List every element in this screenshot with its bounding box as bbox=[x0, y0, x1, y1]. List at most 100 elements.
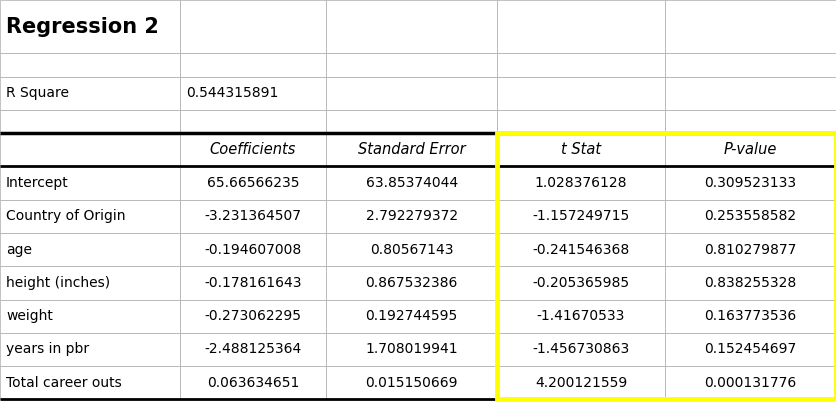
Bar bbox=[0, 366, 180, 399]
Bar bbox=[180, 110, 326, 133]
Text: height (inches): height (inches) bbox=[6, 276, 110, 290]
Bar bbox=[326, 300, 497, 333]
Bar bbox=[497, 110, 665, 133]
Text: 65.66566235: 65.66566235 bbox=[206, 176, 299, 190]
Bar bbox=[497, 200, 665, 233]
Bar bbox=[326, 133, 497, 166]
Bar bbox=[497, 53, 665, 77]
Text: -1.456730863: -1.456730863 bbox=[533, 342, 630, 357]
Bar bbox=[665, 53, 836, 77]
Text: 1.708019941: 1.708019941 bbox=[365, 342, 458, 357]
Bar bbox=[665, 200, 836, 233]
Text: weight: weight bbox=[6, 309, 53, 323]
Text: 1.028376128: 1.028376128 bbox=[535, 176, 627, 190]
Bar bbox=[0, 200, 180, 233]
Text: 0.838255328: 0.838255328 bbox=[704, 276, 797, 290]
Bar bbox=[665, 133, 836, 166]
Bar bbox=[180, 133, 326, 166]
Bar bbox=[0, 266, 180, 300]
Bar bbox=[0, 110, 180, 133]
Text: -0.273062295: -0.273062295 bbox=[204, 309, 302, 323]
Bar bbox=[326, 200, 497, 233]
Text: R Square: R Square bbox=[6, 86, 69, 100]
Bar bbox=[665, 166, 836, 200]
Text: Standard Error: Standard Error bbox=[358, 142, 466, 157]
Bar bbox=[497, 133, 836, 399]
Text: age: age bbox=[6, 243, 32, 257]
Text: 2.792279372: 2.792279372 bbox=[365, 209, 458, 223]
Text: t Stat: t Stat bbox=[561, 142, 601, 157]
Bar bbox=[665, 233, 836, 266]
Text: 63.85374044: 63.85374044 bbox=[365, 176, 458, 190]
Bar bbox=[326, 110, 497, 133]
Text: 0.000131776: 0.000131776 bbox=[704, 376, 797, 390]
Text: 0.192744595: 0.192744595 bbox=[365, 309, 458, 323]
Text: years in pbr: years in pbr bbox=[6, 342, 89, 357]
Bar bbox=[665, 110, 836, 133]
Bar bbox=[326, 333, 497, 366]
Text: 0.152454697: 0.152454697 bbox=[704, 342, 797, 357]
Bar bbox=[180, 0, 326, 53]
Text: 0.063634651: 0.063634651 bbox=[206, 376, 299, 390]
Bar bbox=[180, 300, 326, 333]
Bar bbox=[326, 0, 497, 53]
Bar bbox=[0, 166, 180, 200]
Bar bbox=[326, 77, 497, 110]
Text: -0.205365985: -0.205365985 bbox=[533, 276, 630, 290]
Bar bbox=[0, 53, 180, 77]
Text: P-value: P-value bbox=[724, 142, 777, 157]
Bar bbox=[665, 300, 836, 333]
Bar bbox=[497, 0, 665, 53]
Text: -0.194607008: -0.194607008 bbox=[204, 243, 302, 257]
Bar bbox=[665, 366, 836, 399]
Text: 0.80567143: 0.80567143 bbox=[370, 243, 453, 257]
Bar bbox=[180, 53, 326, 77]
Bar bbox=[497, 166, 665, 200]
Bar bbox=[0, 333, 180, 366]
Bar bbox=[665, 77, 836, 110]
Text: Regression 2: Regression 2 bbox=[6, 17, 159, 37]
Bar bbox=[0, 300, 180, 333]
Bar bbox=[497, 233, 665, 266]
Bar bbox=[497, 77, 665, 110]
Bar bbox=[497, 366, 665, 399]
Text: Intercept: Intercept bbox=[6, 176, 69, 190]
Bar bbox=[0, 0, 180, 53]
Bar bbox=[180, 77, 326, 110]
Bar bbox=[665, 266, 836, 300]
Bar bbox=[180, 166, 326, 200]
Bar bbox=[180, 366, 326, 399]
Text: 0.253558582: 0.253558582 bbox=[704, 209, 797, 223]
Bar bbox=[0, 233, 180, 266]
Bar bbox=[326, 233, 497, 266]
Bar bbox=[497, 133, 665, 166]
Bar bbox=[326, 266, 497, 300]
Text: -2.488125364: -2.488125364 bbox=[204, 342, 302, 357]
Text: Total career outs: Total career outs bbox=[6, 376, 122, 390]
Bar bbox=[180, 233, 326, 266]
Text: 4.200121559: 4.200121559 bbox=[535, 376, 627, 390]
Bar bbox=[665, 333, 836, 366]
Bar bbox=[497, 266, 665, 300]
Bar bbox=[180, 333, 326, 366]
Text: -1.41670533: -1.41670533 bbox=[537, 309, 625, 323]
Text: -3.231364507: -3.231364507 bbox=[204, 209, 302, 223]
Bar bbox=[326, 166, 497, 200]
Text: 0.163773536: 0.163773536 bbox=[704, 309, 797, 323]
Text: 0.309523133: 0.309523133 bbox=[704, 176, 797, 190]
Bar bbox=[180, 200, 326, 233]
Text: 0.544315891: 0.544315891 bbox=[186, 86, 278, 100]
Text: 0.810279877: 0.810279877 bbox=[704, 243, 797, 257]
Text: 0.015150669: 0.015150669 bbox=[365, 376, 458, 390]
Bar bbox=[0, 133, 180, 166]
Text: Country of Origin: Country of Origin bbox=[6, 209, 125, 223]
Bar bbox=[497, 333, 665, 366]
Text: -1.157249715: -1.157249715 bbox=[533, 209, 630, 223]
Bar bbox=[665, 0, 836, 53]
Text: 0.867532386: 0.867532386 bbox=[365, 276, 458, 290]
Text: -0.178161643: -0.178161643 bbox=[204, 276, 302, 290]
Bar bbox=[0, 77, 180, 110]
Text: -0.241546368: -0.241546368 bbox=[533, 243, 630, 257]
Bar bbox=[180, 266, 326, 300]
Bar bbox=[497, 300, 665, 333]
